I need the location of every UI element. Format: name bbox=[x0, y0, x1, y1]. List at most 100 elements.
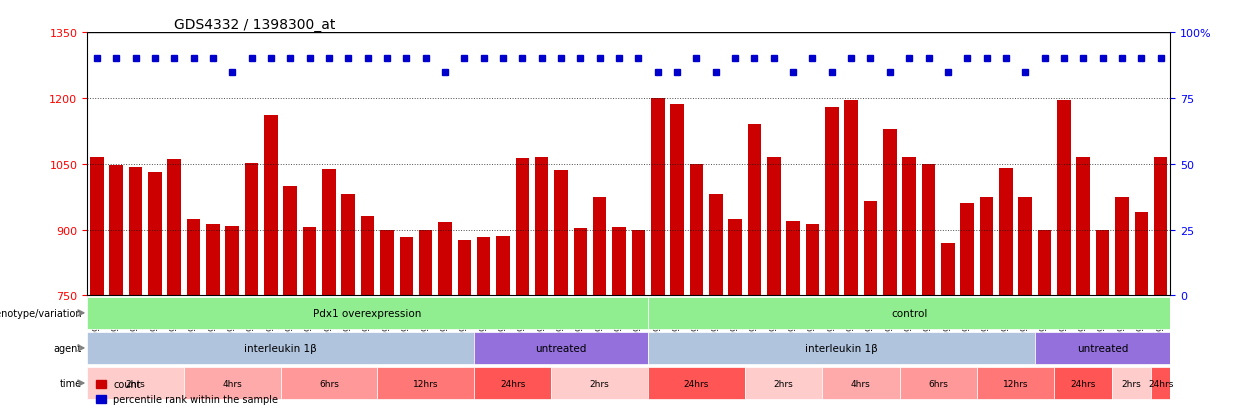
Bar bbox=[1035, 332, 1170, 364]
Bar bbox=[787, 221, 799, 296]
Bar bbox=[148, 172, 162, 296]
Bar bbox=[418, 230, 432, 296]
Bar bbox=[728, 219, 742, 296]
Bar bbox=[474, 332, 649, 364]
Bar bbox=[748, 125, 761, 296]
Bar bbox=[613, 228, 626, 296]
Bar bbox=[438, 223, 452, 296]
Bar bbox=[822, 367, 899, 399]
Bar bbox=[593, 197, 606, 296]
Bar bbox=[515, 159, 529, 296]
Bar bbox=[341, 194, 355, 296]
Text: 12hrs: 12hrs bbox=[1002, 379, 1028, 387]
Text: time: time bbox=[60, 378, 82, 388]
Bar bbox=[207, 225, 219, 296]
Bar bbox=[1134, 212, 1148, 296]
Text: 4hrs: 4hrs bbox=[223, 379, 242, 387]
Bar bbox=[87, 367, 184, 399]
Bar bbox=[825, 107, 839, 296]
Bar bbox=[284, 186, 298, 296]
Bar bbox=[1077, 158, 1091, 296]
Text: genotype/variation: genotype/variation bbox=[0, 308, 82, 318]
Bar bbox=[1000, 169, 1012, 296]
Bar bbox=[552, 367, 649, 399]
Bar bbox=[574, 229, 588, 296]
Bar bbox=[1055, 367, 1112, 399]
Text: GDS4332 / 1398300_at: GDS4332 / 1398300_at bbox=[174, 18, 335, 32]
Bar bbox=[184, 367, 280, 399]
Bar bbox=[649, 332, 1035, 364]
Text: interleukin 1β: interleukin 1β bbox=[806, 343, 878, 353]
Bar bbox=[128, 167, 142, 296]
Bar bbox=[745, 367, 822, 399]
Bar bbox=[883, 129, 896, 296]
Bar bbox=[670, 105, 684, 296]
Bar bbox=[767, 158, 781, 296]
Bar bbox=[980, 197, 994, 296]
Bar bbox=[497, 237, 509, 296]
Bar bbox=[535, 158, 549, 296]
Bar bbox=[380, 231, 393, 296]
Legend: count, percentile rank within the sample: count, percentile rank within the sample bbox=[92, 375, 283, 408]
Text: 12hrs: 12hrs bbox=[413, 379, 438, 387]
Bar bbox=[1154, 158, 1168, 296]
Bar bbox=[110, 165, 123, 296]
Bar bbox=[187, 219, 200, 296]
Bar bbox=[280, 367, 377, 399]
Bar bbox=[690, 164, 703, 296]
Bar bbox=[1116, 197, 1129, 296]
Bar bbox=[806, 225, 819, 296]
Bar bbox=[921, 164, 935, 296]
Text: untreated: untreated bbox=[1077, 343, 1128, 353]
Text: 24hrs: 24hrs bbox=[1148, 379, 1173, 387]
Bar bbox=[458, 241, 471, 296]
Bar bbox=[264, 115, 278, 296]
Bar bbox=[977, 367, 1055, 399]
Text: 24hrs: 24hrs bbox=[1071, 379, 1096, 387]
Bar bbox=[1038, 230, 1051, 296]
Bar bbox=[377, 367, 474, 399]
Text: 2hrs: 2hrs bbox=[590, 379, 610, 387]
Bar bbox=[651, 99, 665, 296]
Bar bbox=[303, 228, 316, 296]
Bar bbox=[322, 170, 336, 296]
Bar bbox=[1096, 230, 1109, 296]
Bar bbox=[708, 195, 722, 296]
Bar bbox=[474, 367, 552, 399]
Bar bbox=[899, 367, 977, 399]
Bar bbox=[844, 101, 858, 296]
Text: 2hrs: 2hrs bbox=[773, 379, 793, 387]
Bar bbox=[87, 332, 474, 364]
Bar bbox=[960, 204, 974, 296]
Text: control: control bbox=[891, 308, 928, 318]
Text: Pdx1 overexpression: Pdx1 overexpression bbox=[314, 308, 422, 318]
Bar bbox=[1018, 197, 1032, 296]
Bar bbox=[90, 158, 103, 296]
Bar bbox=[903, 158, 916, 296]
Text: 6hrs: 6hrs bbox=[929, 379, 949, 387]
Bar bbox=[225, 226, 239, 296]
Bar bbox=[631, 230, 645, 296]
Text: 24hrs: 24hrs bbox=[684, 379, 710, 387]
Bar bbox=[941, 243, 955, 296]
Bar bbox=[649, 297, 1170, 329]
Text: untreated: untreated bbox=[535, 343, 586, 353]
Text: interleukin 1β: interleukin 1β bbox=[244, 343, 317, 353]
Bar bbox=[1057, 101, 1071, 296]
Bar bbox=[554, 171, 568, 296]
Text: 4hrs: 4hrs bbox=[850, 379, 870, 387]
Text: 6hrs: 6hrs bbox=[319, 379, 339, 387]
Bar bbox=[477, 238, 491, 296]
Bar bbox=[400, 237, 413, 296]
Bar bbox=[361, 217, 375, 296]
Bar bbox=[167, 160, 181, 296]
Bar bbox=[649, 367, 745, 399]
Bar bbox=[87, 297, 649, 329]
Text: 24hrs: 24hrs bbox=[500, 379, 525, 387]
Text: agent: agent bbox=[54, 343, 82, 353]
Bar bbox=[1150, 367, 1170, 399]
Text: 2hrs: 2hrs bbox=[1122, 379, 1142, 387]
Text: 2hrs: 2hrs bbox=[126, 379, 146, 387]
Bar bbox=[1112, 367, 1150, 399]
Bar bbox=[864, 202, 878, 296]
